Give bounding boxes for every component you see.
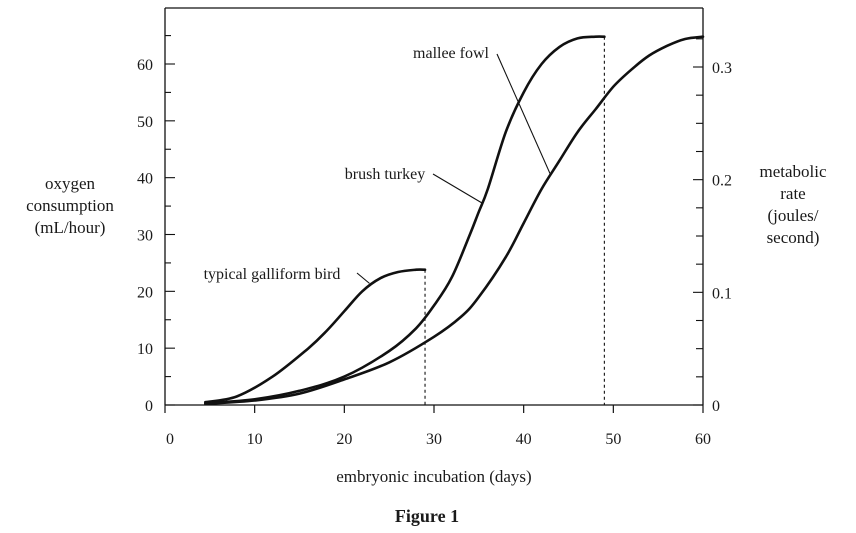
x-tick-label-60: 60 [695,431,711,448]
y-right-tick-label-0: 0 [712,398,720,415]
y-left-axis-label-line-0: oxygen [45,174,96,193]
y-left-tick-label-0: 0 [145,398,153,415]
y-left-tick-label-50: 50 [137,114,153,131]
x-tick-label-50: 50 [605,431,621,448]
x-axis-label: embryonic incubation (days) [336,467,531,486]
series-line-brush-turkey [204,35,606,405]
series-line-typical-galliform-bird [204,268,427,404]
y-left-tick-label-20: 20 [137,284,153,301]
leader-line-typical-galliform-bird [356,272,370,284]
y-right-axis-label-line-2: (joules/ [768,206,819,225]
x-tick-label-30: 30 [426,431,442,448]
leader-line-mallee-fowl [496,53,552,176]
x-tick-label-0: 0 [166,431,174,448]
annotation-typical-galliform-bird: typical galliform bird [204,266,341,283]
annotation-brush-turkey: brush turkey [345,166,425,183]
y-right-tick-label-1: 0.1 [712,285,732,302]
y-left-tick-label-40: 40 [137,171,153,188]
annotation-mallee-fowl: mallee fowl [413,45,490,62]
y-right-axis-label-line-0: metabolic [759,162,826,181]
y-right-axis-label-line-3: second) [767,228,820,247]
y-left-tick-label-10: 10 [137,341,153,358]
y-left-axis-label-line-2: (mL/hour) [35,218,106,237]
leader-line-brush-turkey [432,173,483,204]
figure-caption: Figure 1 [395,506,459,526]
y-left-tick-label-30: 30 [137,228,153,245]
x-tick-label-20: 20 [336,431,352,448]
x-tick-label-10: 10 [247,431,263,448]
y-left-tick-label-60: 60 [137,57,153,74]
y-right-tick-label-3: 0.3 [712,60,732,77]
series-line-mallee-fowl [204,35,705,406]
y-left-axis-label-line-1: consumption [26,196,114,215]
y-right-axis-label-line-1: rate [780,184,805,203]
x-tick-label-40: 40 [516,431,532,448]
y-right-tick-label-2: 0.2 [712,173,732,190]
